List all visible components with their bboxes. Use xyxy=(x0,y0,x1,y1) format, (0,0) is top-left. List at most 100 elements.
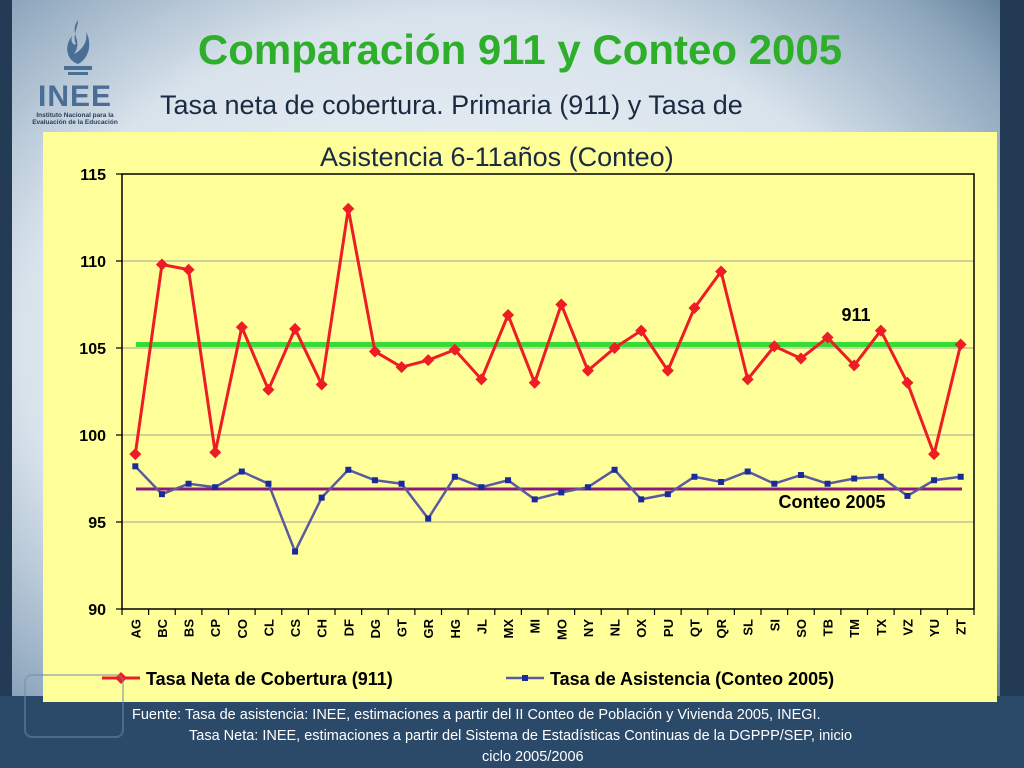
series-line xyxy=(134,465,961,555)
data-point xyxy=(345,466,352,473)
data-point xyxy=(928,448,941,461)
flame-icon xyxy=(64,20,92,75)
data-point xyxy=(212,484,219,491)
data-point xyxy=(368,345,381,358)
x-tick-label: SI xyxy=(767,619,782,631)
slide-subtitle-line2: Asistencia 6-11años (Conteo) xyxy=(320,142,674,172)
y-tick-label: 105 xyxy=(79,341,106,358)
data-point xyxy=(555,298,568,311)
data-point xyxy=(155,258,168,271)
data-point xyxy=(581,364,594,377)
data-point xyxy=(904,492,911,499)
data-point xyxy=(451,473,458,480)
decorative-logo-mark xyxy=(24,674,124,738)
data-point xyxy=(664,491,671,498)
x-tick-label: CL xyxy=(261,619,276,636)
reference-line-label: 911 xyxy=(841,305,870,325)
footnote-line1: Fuente: Tasa de asistencia: INEE, estima… xyxy=(132,707,821,723)
data-point xyxy=(877,473,884,480)
x-tick-label: NL xyxy=(608,619,623,636)
inee-logo: INEE Instituto Nacional para la Evaluaci… xyxy=(22,18,128,130)
y-tick-label: 115 xyxy=(80,167,106,184)
x-tick-label: ZT xyxy=(954,619,969,635)
x-tick-label: QT xyxy=(687,619,702,637)
data-point xyxy=(558,489,565,496)
x-tick-label: NY xyxy=(581,619,596,637)
data-point xyxy=(954,338,967,351)
data-point xyxy=(688,301,701,314)
data-point xyxy=(292,548,299,555)
data-point xyxy=(289,322,302,335)
x-tick-label: HG xyxy=(448,619,463,639)
x-tick-label: DG xyxy=(368,619,383,639)
data-point xyxy=(425,515,432,522)
data-point xyxy=(422,354,435,367)
data-point xyxy=(797,472,804,479)
x-tick-label: TX xyxy=(874,619,889,636)
data-point xyxy=(794,352,807,365)
data-point xyxy=(129,448,142,461)
data-point xyxy=(528,376,541,389)
x-tick-label: SO xyxy=(794,619,809,638)
data-point xyxy=(235,321,248,334)
data-point xyxy=(502,308,515,321)
y-tick-label: 110 xyxy=(80,254,106,271)
data-point xyxy=(395,361,408,374)
data-point xyxy=(661,364,674,377)
logo-subtitle: Instituto Nacional para la Evaluación de… xyxy=(32,112,118,126)
data-point xyxy=(824,480,831,487)
x-tick-label: DF xyxy=(341,619,356,636)
footnote-line3: ciclo 2005/2006 xyxy=(482,749,584,765)
x-tick-label: QR xyxy=(714,618,729,638)
data-point xyxy=(315,378,328,391)
x-tick-label: OX xyxy=(634,619,649,638)
x-tick-label: BS xyxy=(182,619,197,637)
data-point xyxy=(771,480,778,487)
data-point xyxy=(635,324,648,337)
x-tick-label: AG xyxy=(128,619,143,639)
data-point xyxy=(531,496,538,503)
data-point xyxy=(478,484,485,491)
reference-line-label: Conteo 2005 xyxy=(778,492,885,512)
data-point xyxy=(821,331,834,344)
x-tick-label: TM xyxy=(847,619,862,638)
data-point xyxy=(957,473,964,480)
data-point xyxy=(608,342,621,354)
data-point xyxy=(265,480,272,487)
data-point xyxy=(185,480,192,487)
data-point xyxy=(158,491,165,498)
slide-title: Comparación 911 y Conteo 2005 xyxy=(197,26,843,73)
x-tick-label: MX xyxy=(501,619,516,639)
data-point xyxy=(638,496,645,503)
data-point xyxy=(718,478,725,485)
x-tick-label: GR xyxy=(421,618,436,638)
data-point xyxy=(182,263,195,276)
y-tick-label: 100 xyxy=(79,428,106,445)
x-tick-label: BC xyxy=(155,618,170,637)
logo-text: INEE xyxy=(38,80,113,113)
slide-frame-left xyxy=(0,0,12,768)
data-point xyxy=(342,202,355,215)
data-point xyxy=(584,484,591,491)
x-tick-label: CH xyxy=(315,619,330,638)
data-point xyxy=(505,477,512,484)
data-point xyxy=(475,373,488,386)
x-tick-label: GT xyxy=(395,619,410,637)
x-tick-label: YU xyxy=(927,619,942,637)
slide-frame-right xyxy=(1000,0,1024,768)
x-tick-label: MI xyxy=(528,619,543,633)
series-line xyxy=(133,208,963,460)
x-tick-label: VZ xyxy=(900,619,915,636)
data-point xyxy=(848,359,861,372)
data-point xyxy=(318,494,325,501)
data-point xyxy=(931,477,938,484)
data-point xyxy=(901,376,914,389)
legend-label: Tasa de Asistencia (Conteo 2005) xyxy=(550,669,834,689)
data-point xyxy=(398,480,405,487)
x-tick-label: CS xyxy=(288,619,303,637)
data-point xyxy=(371,477,378,484)
y-tick-label: 90 xyxy=(88,602,106,619)
x-tick-label: TB xyxy=(821,619,836,636)
x-tick-label: JL xyxy=(474,619,489,634)
